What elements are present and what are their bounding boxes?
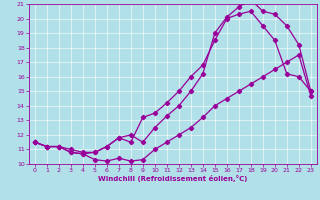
X-axis label: Windchill (Refroidissement éolien,°C): Windchill (Refroidissement éolien,°C)	[98, 175, 247, 182]
